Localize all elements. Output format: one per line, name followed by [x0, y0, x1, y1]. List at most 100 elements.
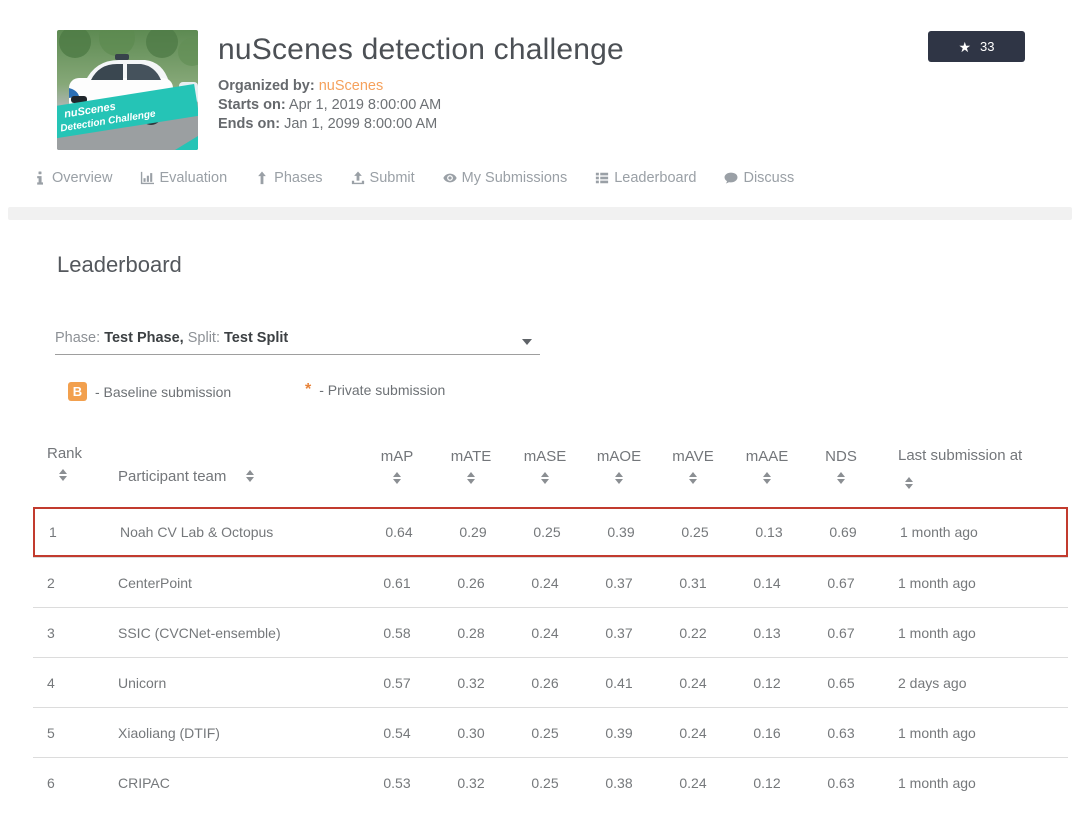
- starts-on-line: Starts on: Apr 1, 2019 8:00:00 AM: [218, 96, 624, 115]
- sort-icon[interactable]: [467, 472, 475, 484]
- sort-icon[interactable]: [905, 477, 913, 489]
- sort-icon[interactable]: [393, 472, 401, 484]
- cell-map: 0.54: [383, 724, 411, 741]
- cell-mase: 0.26: [531, 674, 559, 691]
- tab-evaluation[interactable]: Evaluation: [140, 170, 227, 186]
- starts-on-value: Apr 1, 2019 8:00:00 AM: [288, 97, 442, 113]
- organized-by-label: Organized by:: [218, 78, 315, 94]
- cell-mave: 0.24: [679, 674, 707, 691]
- cell-last: 1 month ago: [898, 574, 976, 591]
- cell-last: 1 month ago: [898, 724, 976, 741]
- cell-mase: 0.25: [531, 724, 559, 741]
- star-icon: ★: [958, 38, 972, 55]
- cell-nds: 0.67: [827, 574, 855, 591]
- sort-icon[interactable]: [541, 472, 549, 484]
- column-header-mase[interactable]: mASE: [508, 445, 582, 507]
- sort-icon[interactable]: [246, 470, 255, 482]
- star-button[interactable]: ★ 33: [928, 31, 1025, 62]
- chevron-down-icon: [522, 339, 532, 345]
- phase-label: Phase:: [55, 330, 101, 346]
- cell-mase: 0.24: [531, 574, 559, 591]
- cell-mate: 0.32: [457, 674, 485, 691]
- column-header-label: mAOE: [596, 448, 642, 465]
- legend-private: * - Private submission: [305, 382, 446, 399]
- column-header-label: mATE: [450, 448, 492, 465]
- comment-icon: [724, 171, 738, 185]
- cell-maoe: 0.39: [605, 724, 633, 741]
- phase-value: Test Phase,: [104, 330, 184, 346]
- sort-icon[interactable]: [689, 472, 697, 484]
- cell-maoe: 0.39: [607, 524, 635, 540]
- column-header-label: mAP: [380, 448, 414, 465]
- column-header-label: Rank: [47, 445, 83, 462]
- table-row: 6 CRIPAC 0.53 0.32 0.25 0.38 0.24 0.12 0.63 1 mon…: [33, 757, 1068, 807]
- tab-overview[interactable]: Overview: [33, 170, 112, 186]
- tab-submit[interactable]: Submit: [351, 170, 415, 186]
- cell-map: 0.57: [383, 674, 411, 691]
- tab-phases[interactable]: Phases: [255, 170, 323, 186]
- content-divider-band: [8, 207, 1072, 220]
- baseline-badge: B: [68, 382, 87, 401]
- tab-label: Submit: [369, 170, 415, 186]
- cell-rank: 3: [47, 624, 55, 641]
- table-row-highlighted: 1 Noah CV Lab & Octopus 0.64 0.29 0.25 0.39 0.…: [33, 507, 1068, 557]
- tab-label: Discuss: [743, 170, 795, 186]
- leaderboard-heading: Leaderboard: [57, 252, 182, 277]
- tab-my-submissions[interactable]: My Submissions: [443, 170, 568, 186]
- ends-on-label: Ends on:: [218, 116, 281, 132]
- column-header-participant-team[interactable]: Participant team: [113, 445, 360, 507]
- tab-label: Evaluation: [159, 170, 228, 186]
- cell-rank: 2: [47, 574, 55, 591]
- challenge-nav: Overview Evaluation Phases Submit My Submiss…: [33, 170, 794, 186]
- column-header-last-submission-at[interactable]: Last submission at: [878, 445, 1068, 507]
- sort-icon[interactable]: [763, 472, 771, 484]
- column-header-mave[interactable]: mAVE: [656, 445, 730, 507]
- table-row: 3 SSIC (CVCNet-ensemble) 0.58 0.28 0.24 0.37 0…: [33, 607, 1068, 657]
- phase-split-select[interactable]: Phase: Test Phase, Split: Test Split: [55, 330, 540, 355]
- sort-icon[interactable]: [837, 472, 845, 484]
- tab-leaderboard[interactable]: Leaderboard: [595, 170, 696, 186]
- sort-icon[interactable]: [615, 472, 623, 484]
- table-body: 1 Noah CV Lab & Octopus 0.64 0.29 0.25 0.39 0.…: [33, 507, 1068, 807]
- column-header-map[interactable]: mAP: [360, 445, 434, 507]
- column-header-maae[interactable]: mAAE: [730, 445, 804, 507]
- cell-maae: 0.12: [753, 674, 781, 691]
- private-text: - Private submission: [319, 382, 446, 398]
- page-title: nuScenes detection challenge: [218, 33, 624, 66]
- column-header-rank[interactable]: Rank: [33, 445, 113, 507]
- cell-maoe: 0.37: [605, 624, 633, 641]
- cell-maae: 0.14: [753, 574, 781, 591]
- cell-last: 1 month ago: [898, 774, 976, 791]
- split-label: Split:: [187, 330, 220, 346]
- cell-last: 1 month ago: [898, 624, 976, 641]
- tab-label: Phases: [274, 170, 323, 186]
- upload-icon: [351, 171, 365, 185]
- sort-icon[interactable]: [59, 469, 67, 481]
- cell-nds: 0.63: [827, 724, 855, 741]
- cell-team: Noah CV Lab & Octopus: [120, 524, 274, 540]
- cell-nds: 0.67: [827, 624, 855, 641]
- cell-mave: 0.31: [679, 574, 707, 591]
- star-count: 33: [980, 39, 995, 54]
- cell-maae: 0.16: [753, 724, 781, 741]
- tab-label: Overview: [52, 170, 113, 186]
- cell-maae: 0.13: [753, 624, 781, 641]
- table-row: 4 Unicorn 0.57 0.32 0.26 0.41 0.24 0.12 0.65 2 da…: [33, 657, 1068, 707]
- organized-by-line: Organized by: nuScenes: [218, 77, 624, 96]
- cell-team: Xiaoliang (DTIF): [118, 724, 220, 741]
- column-header-nds[interactable]: NDS: [804, 445, 878, 507]
- tab-label: My Submissions: [461, 170, 568, 186]
- cell-last: 2 days ago: [898, 674, 967, 691]
- column-header-mate[interactable]: mATE: [434, 445, 508, 507]
- column-header-label: Last submission at: [898, 445, 1026, 489]
- column-header-maoe[interactable]: mAOE: [582, 445, 656, 507]
- ends-on-value: Jan 1, 2099 8:00:00 AM: [284, 116, 438, 132]
- split-value: Test Split: [224, 330, 289, 346]
- tab-discuss[interactable]: Discuss: [724, 170, 794, 186]
- cell-mase: 0.25: [533, 524, 561, 540]
- organizer-link[interactable]: nuScenes: [318, 78, 384, 94]
- cell-rank: 4: [47, 674, 55, 691]
- cell-maae: 0.13: [755, 524, 783, 540]
- cell-mate: 0.30: [457, 724, 485, 741]
- legend-baseline: B - Baseline submission: [68, 382, 231, 401]
